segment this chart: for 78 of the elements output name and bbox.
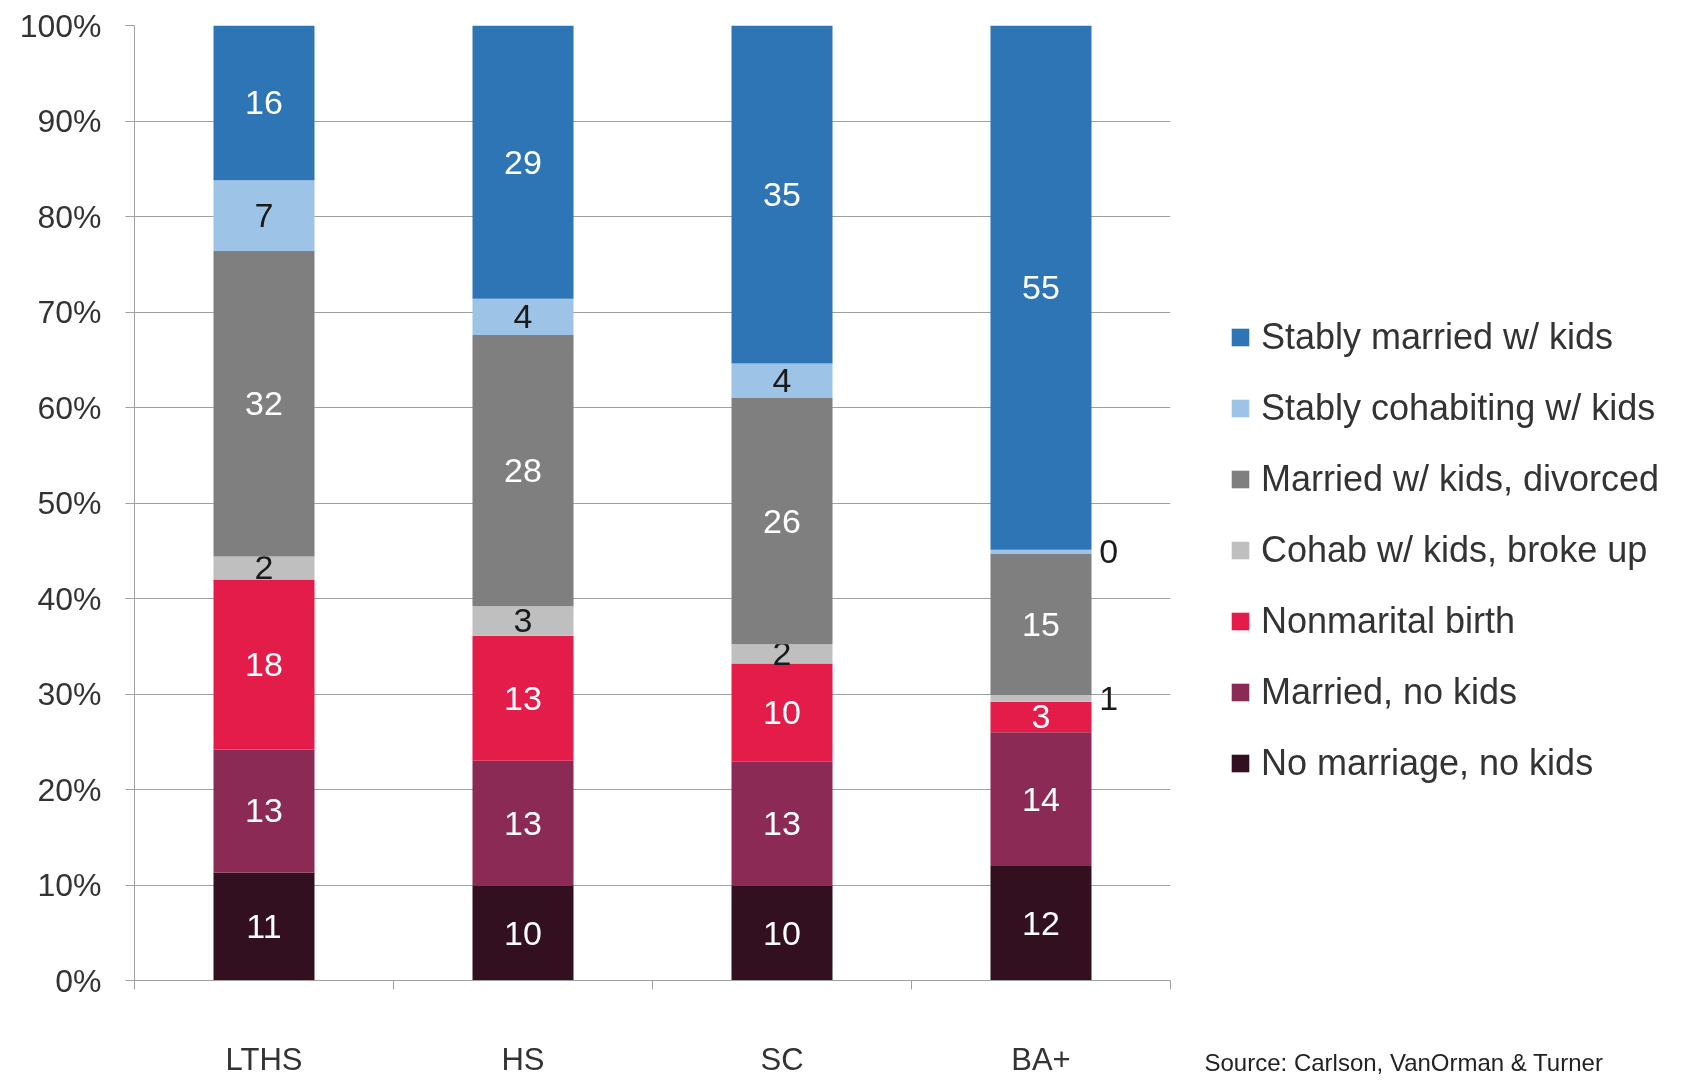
source-note: Source: Carlson, VanOrman & Turner (1204, 1048, 1603, 1076)
legend-label: Stably married w/ kids (1261, 316, 1614, 358)
bar (213, 872, 315, 981)
bar (213, 250, 315, 557)
data-label: 14 (1022, 779, 1060, 818)
data-label: 10 (763, 913, 801, 952)
bar (731, 885, 833, 981)
bar (731, 397, 833, 645)
legend-label: Nonmarital birth (1261, 600, 1516, 642)
y-tick-label: 30% (37, 676, 102, 712)
y-tick-label: 90% (37, 103, 102, 139)
data-label: 2 (254, 548, 274, 587)
data-label: 16 (245, 83, 283, 122)
data-label: 13 (504, 678, 542, 717)
data-label: 55 (1022, 268, 1060, 307)
bar (990, 549, 1092, 554)
data-label: 4 (772, 361, 792, 400)
y-tick-label: 40% (37, 580, 102, 617)
y-tick-label: 0% (55, 962, 102, 999)
data-label: 13 (245, 791, 283, 830)
bar (731, 644, 833, 664)
bar (213, 556, 315, 580)
bar (472, 298, 574, 335)
bar (472, 606, 574, 636)
data-label: 7 (254, 196, 274, 235)
data-label: 11 (246, 907, 282, 946)
legend-label: No marriage, no kids (1261, 742, 1594, 784)
bar (213, 25, 315, 181)
bar (472, 760, 574, 886)
y-tick-label: 10% (37, 867, 102, 903)
data-label: 29 (504, 142, 542, 181)
data-label: 13 (504, 803, 542, 842)
bar (990, 701, 1092, 733)
y-tick-label: 70% (37, 294, 102, 330)
bar (731, 363, 833, 398)
data-label: 18 (245, 644, 283, 683)
data-label: 28 (504, 451, 542, 490)
bar (472, 334, 574, 607)
y-tick-label: 100% (19, 7, 102, 44)
x-tick-label: BA+ (1011, 1041, 1071, 1077)
legend-label: Married, no kids (1261, 671, 1518, 713)
x-tick-label: HS (501, 1041, 545, 1077)
data-label: 3 (513, 601, 533, 640)
data-label: 26 (763, 501, 801, 540)
bar (472, 25, 574, 299)
bar (990, 694, 1092, 702)
bar (990, 25, 1092, 550)
data-label: 4 (513, 297, 533, 336)
data-label: 12 (1022, 903, 1060, 942)
y-tick-label: 60% (37, 389, 102, 426)
data-label: 10 (763, 693, 801, 732)
bar (731, 663, 833, 762)
data-label: 35 (763, 175, 801, 214)
bar (213, 579, 315, 750)
legend-label: Cohab w/ kids, broke up (1261, 529, 1648, 571)
legend-label: Stably cohabiting w/ kids (1261, 387, 1656, 429)
data-label: 1 (1099, 678, 1119, 717)
data-label: 15 (1022, 604, 1060, 643)
bar (731, 25, 833, 364)
bar (731, 761, 833, 886)
bar (990, 865, 1092, 981)
bar (213, 749, 315, 873)
data-label: 13 (763, 804, 801, 843)
bar (213, 180, 315, 251)
bar (472, 635, 574, 761)
x-tick-label: SC (760, 1041, 804, 1077)
data-label: 10 (504, 913, 542, 952)
y-tick-label: 50% (37, 485, 102, 521)
y-tick-label: 80% (37, 198, 102, 235)
y-tick-label: 20% (37, 771, 102, 808)
data-label: 0 (1099, 532, 1119, 571)
data-label: 3 (1031, 697, 1051, 736)
data-label: 32 (245, 384, 283, 423)
bar (472, 885, 574, 981)
legend-label: Married w/ kids, divorced (1261, 458, 1660, 500)
bar (990, 732, 1092, 866)
bar (990, 553, 1092, 695)
x-tick-label: LTHS (225, 1041, 303, 1077)
